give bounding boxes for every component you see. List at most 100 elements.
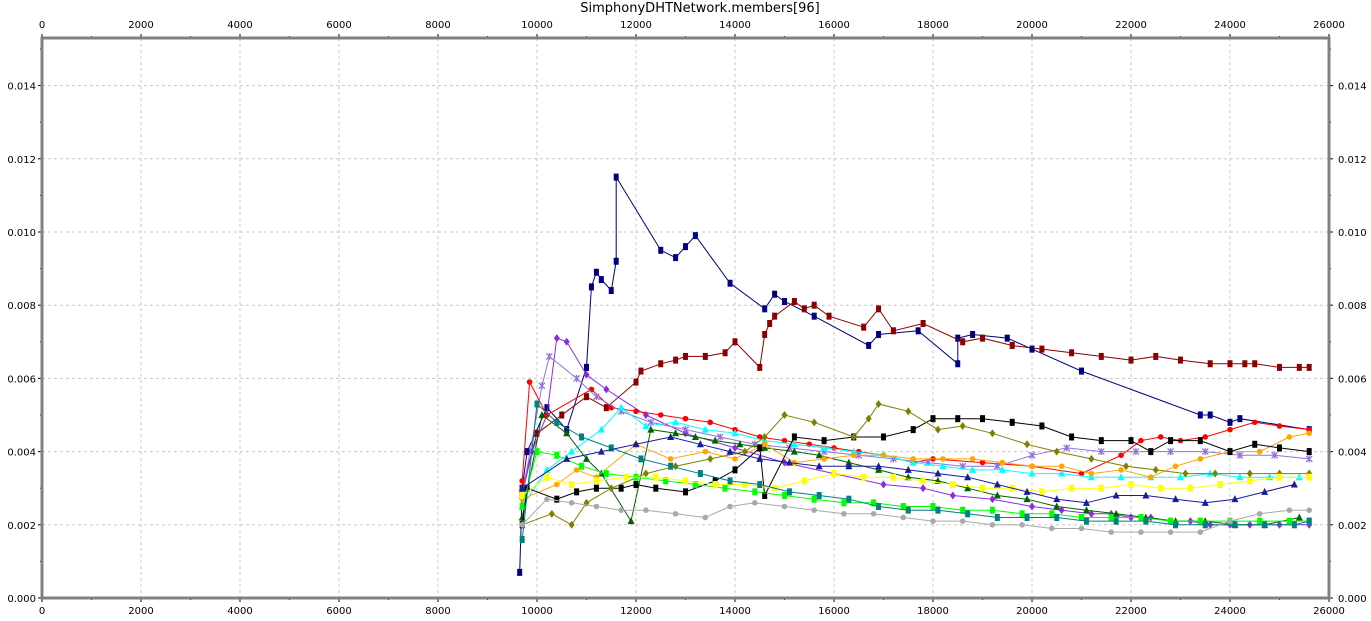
data-point: [1113, 517, 1119, 525]
data-point: [850, 447, 858, 455]
data-point: [545, 352, 553, 360]
data-point: [1197, 411, 1203, 419]
data-point: [1172, 463, 1179, 470]
data-point: [1182, 469, 1189, 478]
data-point: [613, 173, 619, 181]
data-series: [519, 298, 1312, 492]
data-point: [1252, 360, 1258, 368]
data-point: [909, 458, 917, 466]
data-point: [1029, 463, 1035, 470]
x-tick-label-top: 2000: [128, 20, 153, 31]
data-point: [815, 462, 823, 470]
data-point: [1212, 469, 1219, 478]
x-tick-label-top: 12000: [620, 20, 652, 31]
data-point: [801, 305, 807, 313]
data-point: [865, 414, 872, 423]
plot-frame: [40, 36, 1331, 600]
data-point: [1202, 521, 1208, 529]
data-point: [1236, 451, 1244, 459]
data-point: [930, 502, 936, 510]
data-point: [519, 521, 525, 528]
data-point: [880, 452, 887, 459]
data-point: [1305, 455, 1313, 463]
data-point: [1078, 470, 1085, 477]
data-point: [950, 481, 956, 489]
data-point: [826, 312, 832, 320]
data-point: [762, 330, 768, 338]
data-point: [608, 484, 615, 493]
data-point: [618, 507, 624, 513]
data-point: [757, 481, 763, 489]
data-point: [1227, 448, 1233, 456]
data-point: [1197, 517, 1203, 525]
data-point: [1197, 456, 1204, 462]
data-point: [701, 425, 709, 433]
data-point: [1117, 473, 1125, 481]
plot-border: [40, 36, 1331, 600]
data-point: [1231, 495, 1239, 503]
data-point: [969, 456, 976, 462]
data-point: [811, 418, 818, 427]
data-point: [668, 462, 674, 470]
data-point: [1138, 513, 1144, 521]
data-point: [1167, 529, 1174, 535]
data-point: [683, 243, 688, 251]
y-tick-label-right: 0.002: [1338, 521, 1367, 532]
data-point: [920, 484, 927, 493]
data-point: [1177, 473, 1184, 481]
data-point: [876, 502, 882, 510]
data-point: [1261, 487, 1269, 495]
x-tick-label-top: 14000: [719, 20, 751, 31]
data-point: [517, 568, 523, 576]
data-point: [1168, 437, 1174, 445]
data-point: [1143, 517, 1149, 525]
data-point: [702, 514, 709, 521]
data-point: [1142, 491, 1150, 499]
data-point: [1049, 525, 1055, 532]
data-point: [1054, 513, 1060, 521]
data-point: [653, 473, 659, 481]
x-tick-label-bottom: 24000: [1214, 606, 1246, 617]
data-point: [980, 334, 985, 342]
data-point: [1148, 448, 1154, 456]
data-point: [1227, 518, 1233, 524]
data-point: [573, 467, 580, 473]
data-point: [568, 447, 576, 455]
data-point: [1286, 507, 1293, 513]
data-point: [781, 437, 788, 444]
data-point: [603, 385, 610, 394]
data-point: [1276, 423, 1283, 429]
x-tick-label-bottom: 6000: [326, 606, 351, 617]
x-tick-label-top: 24000: [1214, 20, 1246, 31]
data-point: [732, 466, 738, 474]
data-point: [915, 327, 921, 335]
data-point: [1118, 452, 1124, 459]
y-tick-label-left: 0.002: [7, 521, 36, 532]
data-point: [672, 511, 679, 517]
series-line: [521, 436, 1295, 504]
data-point: [756, 434, 763, 440]
data-point: [702, 352, 708, 360]
data-point: [633, 408, 639, 415]
data-point: [732, 338, 738, 346]
data-point: [1173, 521, 1179, 529]
data-point: [692, 232, 698, 240]
data-point: [905, 506, 911, 514]
chart-title: SimphonyDHTNetwork.members[96]: [580, 1, 819, 16]
data-point: [761, 432, 768, 441]
data-point: [1271, 451, 1279, 459]
data-point: [597, 425, 605, 433]
data-point: [647, 418, 655, 426]
data-series: [519, 496, 1312, 535]
data-point: [707, 454, 714, 463]
data-point: [1123, 462, 1130, 471]
data-point: [727, 503, 733, 510]
data-point: [1157, 434, 1164, 440]
data-point: [875, 465, 883, 473]
x-tick-label-bottom: 26000: [1313, 606, 1345, 617]
data-series: [519, 400, 1312, 543]
data-point: [1023, 487, 1031, 495]
data-point: [772, 312, 778, 320]
data-point: [781, 410, 788, 419]
